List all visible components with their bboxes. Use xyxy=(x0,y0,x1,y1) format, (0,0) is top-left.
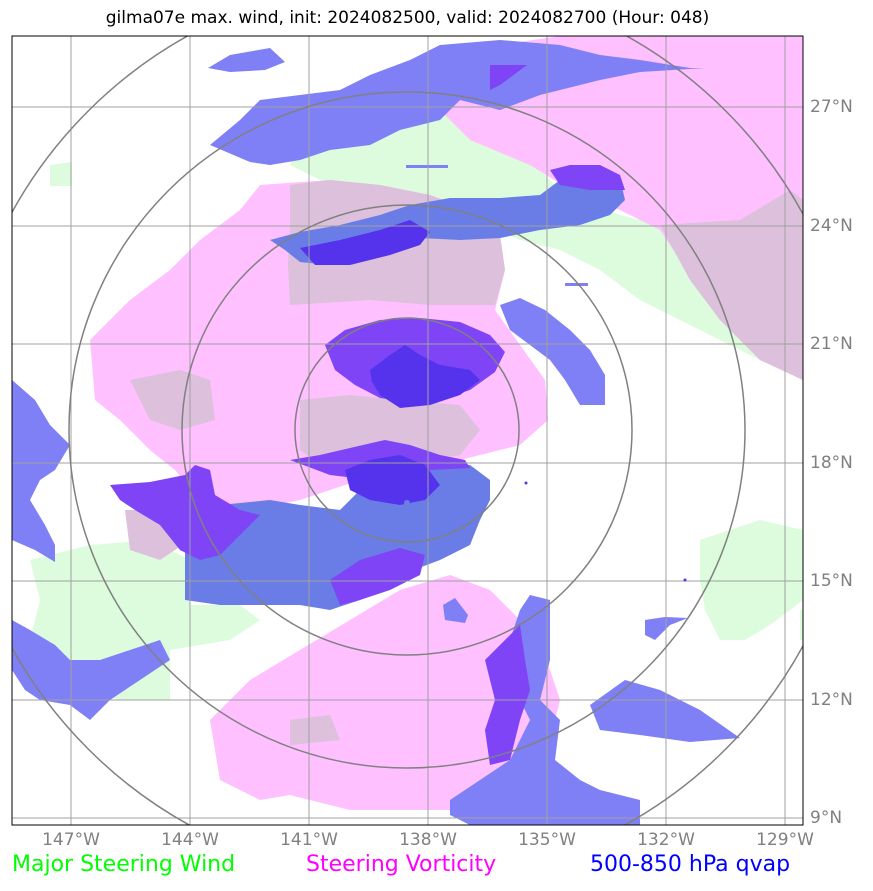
map-layers xyxy=(12,36,803,825)
overlap-area-west xyxy=(130,370,215,430)
qvap-area-core-band xyxy=(300,220,430,265)
lat-tick-label: 9°N xyxy=(810,808,843,828)
vorticity-area-south xyxy=(210,575,560,810)
wind-area-east-1 xyxy=(700,520,803,640)
lon-tick-label: 138°W xyxy=(399,830,457,850)
lat-tick-label: 21°N xyxy=(810,334,853,354)
qvap-area-east-dot xyxy=(565,283,588,286)
qvap-darkest-layer xyxy=(300,220,480,505)
qvap-area-north xyxy=(210,40,705,165)
range-ring-2 xyxy=(181,204,633,656)
qvap-area-top-small xyxy=(406,165,448,168)
lat-tick-label: 18°N xyxy=(810,453,853,473)
qvap-area-core-south xyxy=(345,455,440,505)
lon-tick-label: 144°W xyxy=(161,830,219,850)
qvap-area-southwest xyxy=(12,620,170,720)
qvap-area-south-core xyxy=(330,548,425,605)
qvap-area-core-center xyxy=(370,345,480,408)
qvap-area-northeast-island xyxy=(500,298,605,405)
wind-area-small-nw xyxy=(50,162,72,186)
storm-center-dot xyxy=(404,500,410,506)
overlap-area-east xyxy=(660,190,803,380)
overlap-layer xyxy=(125,180,803,745)
center-marks xyxy=(404,481,687,582)
lat-tick-label: 12°N xyxy=(810,690,853,710)
range-rings xyxy=(12,36,803,825)
range-ring-1 xyxy=(294,317,520,543)
range-ring-3 xyxy=(68,91,746,769)
legend-steering-vorticity: Steering Vorticity xyxy=(306,852,497,877)
small-dot-2 xyxy=(683,578,687,582)
qvap-area-southeast xyxy=(590,680,740,742)
qvap-area-north-small xyxy=(208,48,285,72)
qvap-area-west xyxy=(12,380,70,562)
plot-frame xyxy=(11,35,804,826)
small-dot-1 xyxy=(524,481,528,485)
lat-tick-label: 15°N xyxy=(810,571,853,591)
lon-tick-label: 147°W xyxy=(42,830,100,850)
lon-tick-label: 141°W xyxy=(280,830,338,850)
lon-tick-label: 132°W xyxy=(637,830,695,850)
legend-steering-wind: Major Steering Wind xyxy=(12,852,236,877)
lon-tick-label: 129°W xyxy=(756,830,814,850)
qvap-area-south-small xyxy=(443,598,468,623)
lat-tick-label: 27°N xyxy=(810,97,853,117)
legend-qvap: 500-850 hPa qvap xyxy=(590,852,791,877)
qvap-area-west-band xyxy=(110,465,260,560)
gridlines xyxy=(12,36,803,825)
qvap-area-south-arm xyxy=(485,625,530,765)
map-title: gilma07e max. wind, init: 2024082500, va… xyxy=(105,8,710,28)
lon-tick-label: 135°W xyxy=(518,830,576,850)
qvap-area-north-strip xyxy=(490,65,527,90)
wind-area-east-2 xyxy=(800,610,803,640)
lat-tick-label: 24°N xyxy=(810,216,853,236)
qvap-area-east-small xyxy=(550,165,625,190)
overlap-area-south xyxy=(290,715,340,745)
